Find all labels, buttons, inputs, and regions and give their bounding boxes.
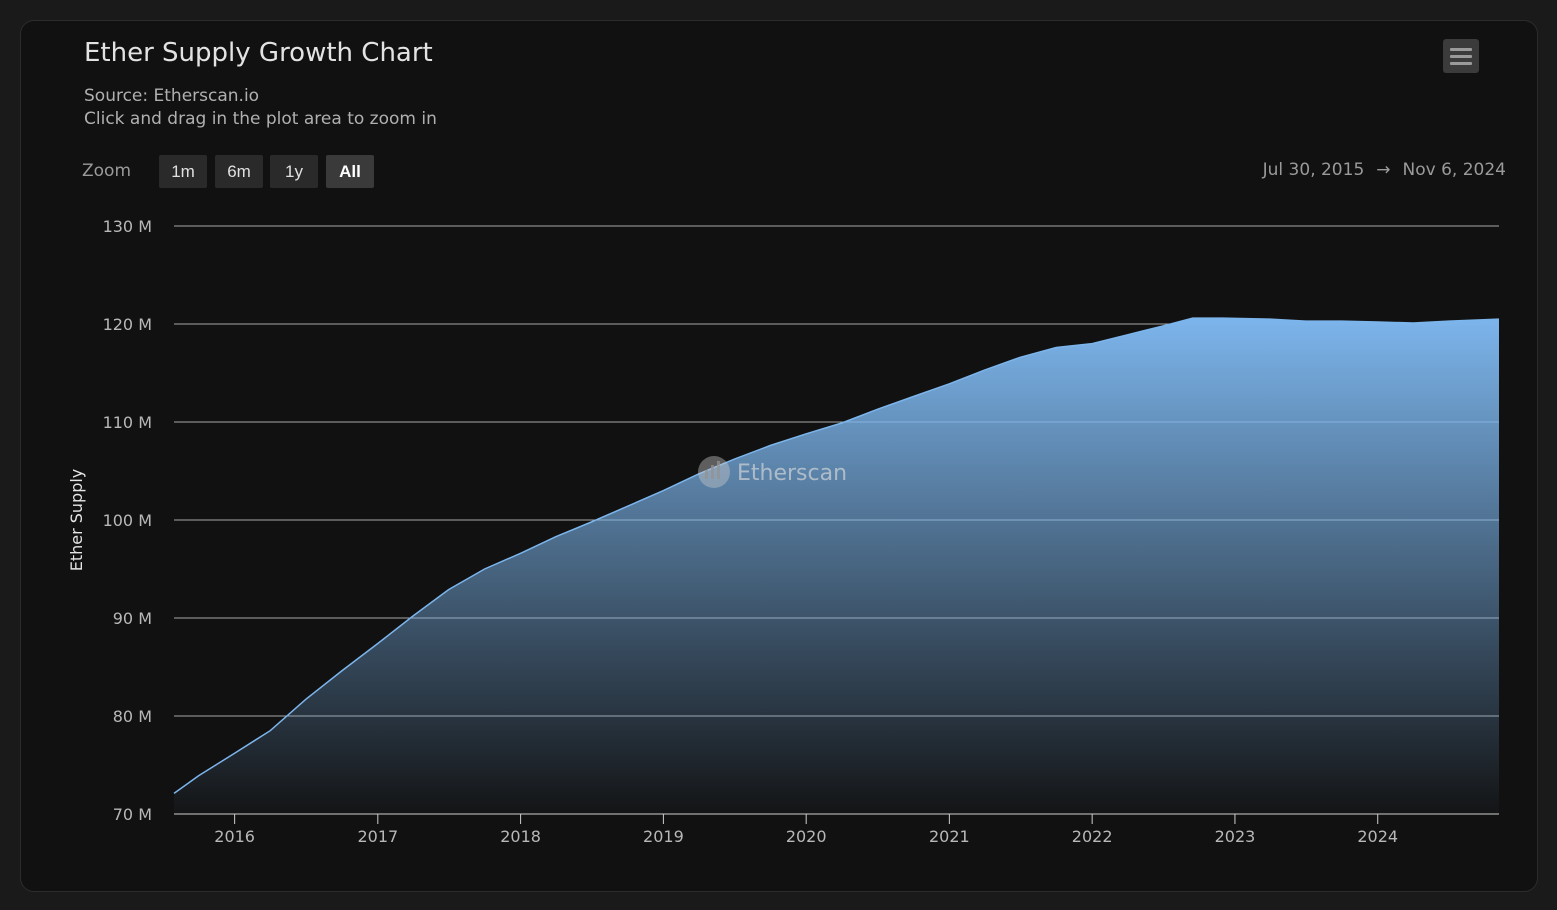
watermark-text: Etherscan (737, 461, 847, 486)
menu-bar (1450, 48, 1472, 51)
series-line (173, 317, 1500, 795)
watermark: Etherscan (698, 456, 847, 488)
x-tick-label: 2017 (357, 827, 398, 846)
x-tick-label: 2019 (643, 827, 684, 846)
logo-bar (705, 470, 708, 479)
zoom-label: Zoom (82, 161, 132, 181)
source-text: Source: Etherscan.io (84, 86, 260, 106)
logo-bar (711, 465, 714, 479)
menu-bar (1450, 62, 1472, 65)
y-tick-label: 80 M (113, 707, 152, 726)
y-tick-label: 120 M (103, 315, 152, 334)
x-tick-label: 2022 (1072, 827, 1113, 846)
x-tick-label: 2021 (929, 827, 970, 846)
y-tick-label: 70 M (113, 805, 152, 824)
zoom-1y-button[interactable]: 1y (270, 155, 318, 188)
menu-bar (1450, 55, 1472, 58)
x-tick-label: 2016 (214, 827, 255, 846)
y-axis-ticks: 70 M 80 M 90 M 100 M 110 M 120 M 130 M (103, 217, 152, 824)
y-axis-label: Ether Supply (67, 469, 86, 572)
x-tick-label: 2024 (1357, 827, 1398, 846)
x-tick-label: 2020 (786, 827, 827, 846)
hamburger-menu-icon[interactable] (1443, 39, 1479, 73)
date-range: Jul 30, 2015 → Nov 6, 2024 (1257, 160, 1512, 180)
x-tick-label: 2018 (500, 827, 541, 846)
y-tick-label: 100 M (103, 511, 152, 530)
area-layer (173, 317, 1500, 814)
x-axis: 2016 2017 2018 2019 2020 2021 2022 2023 2024 (174, 813, 1499, 846)
logo-bar (717, 461, 720, 479)
chart-title: Ether Supply Growth Chart (84, 38, 433, 68)
y-tick-label: 130 M (103, 217, 152, 236)
zoom-all-button[interactable]: All (326, 155, 374, 188)
series-area (174, 318, 1499, 814)
range-from[interactable]: Jul 30, 2015 (1262, 160, 1365, 180)
y-tick-label: 90 M (113, 609, 152, 628)
x-tick-label: 2023 (1215, 827, 1256, 846)
range-arrow: → (1376, 160, 1391, 180)
y-tick-label: 110 M (103, 413, 152, 432)
zoom-6m-button[interactable]: 6m (215, 155, 263, 188)
zoom-hint-text: Click and drag in the plot area to zoom … (84, 109, 437, 129)
chart-subtitle: Source: Etherscan.io Click and drag in t… (84, 85, 437, 131)
zoom-1m-button[interactable]: 1m (159, 155, 207, 188)
range-to[interactable]: Nov 6, 2024 (1402, 160, 1506, 180)
